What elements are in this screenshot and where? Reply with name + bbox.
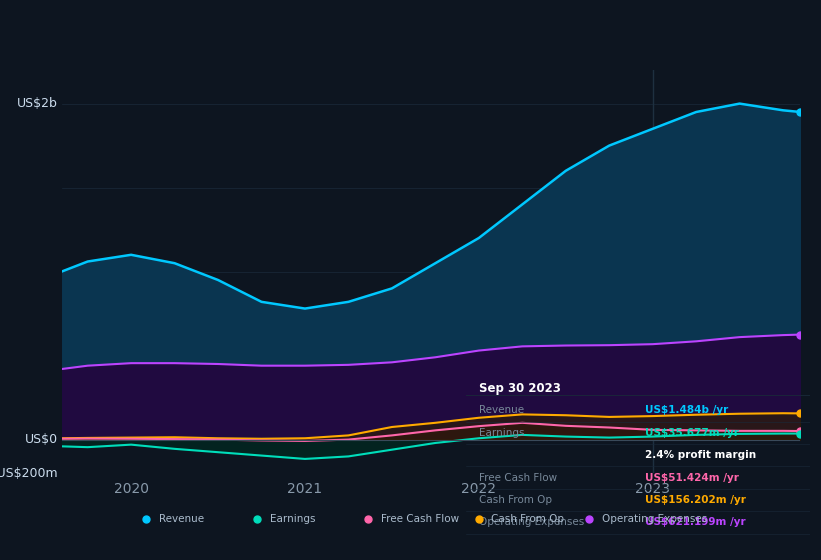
Text: Cash From Op: Cash From Op [492,515,565,524]
Text: US$51.424m /yr: US$51.424m /yr [644,473,739,483]
Text: US$0: US$0 [25,433,57,446]
Text: US$621.199m /yr: US$621.199m /yr [644,517,745,528]
Text: Earnings: Earnings [479,428,525,438]
Text: Earnings: Earnings [270,515,315,524]
Text: Operating Expenses: Operating Expenses [479,517,585,528]
Text: Sep 30 2023: Sep 30 2023 [479,381,562,395]
Text: Revenue: Revenue [159,515,204,524]
Text: Free Cash Flow: Free Cash Flow [479,473,557,483]
Text: Cash From Op: Cash From Op [479,495,553,505]
Text: Operating Expenses: Operating Expenses [603,515,708,524]
Text: US$156.202m /yr: US$156.202m /yr [644,495,745,505]
Text: 2.4% profit margin: 2.4% profit margin [644,450,756,460]
Text: US$1.484b /yr: US$1.484b /yr [644,405,728,416]
Text: US$2b: US$2b [17,97,57,110]
Text: US$35.677m /yr: US$35.677m /yr [644,428,739,438]
Text: Revenue: Revenue [479,405,525,416]
Text: Free Cash Flow: Free Cash Flow [381,515,459,524]
Text: -US$200m: -US$200m [0,466,57,480]
